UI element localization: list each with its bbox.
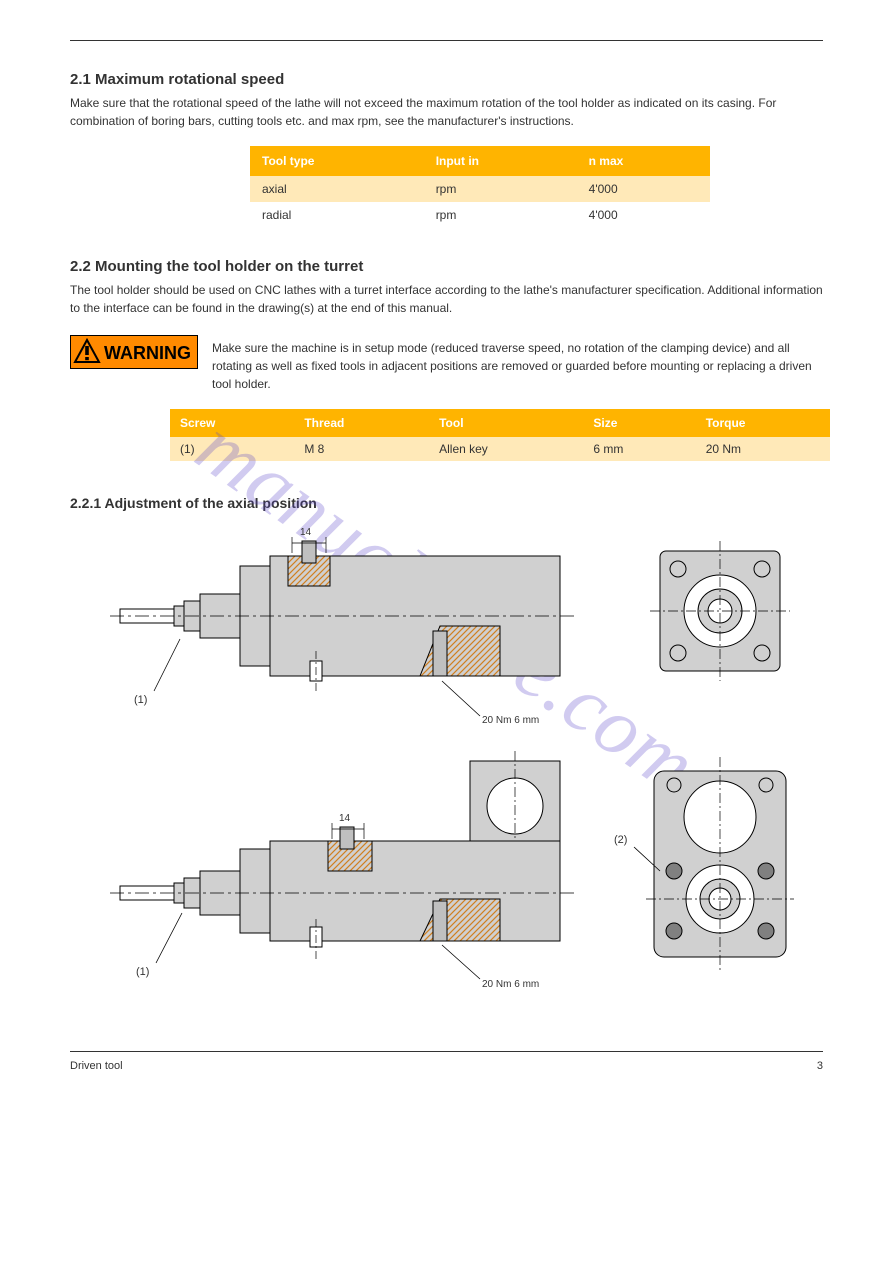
- section-2-2-1-title: 2.2.1 Adjustment of the axial position: [70, 495, 823, 511]
- cell: radial: [250, 202, 424, 228]
- callout-flange: (2): [614, 834, 627, 846]
- callout-torque: 20 Nm 6 mm: [482, 715, 539, 726]
- col-input-in: Input in: [424, 146, 577, 176]
- table-row: (1) M 8 Allen key 6 mm 20 Nm: [170, 437, 830, 461]
- section-2-2-body: The tool holder should be used on CNC la…: [70, 281, 823, 317]
- col-n-max: n max: [577, 146, 710, 176]
- col-tool: Tool: [429, 409, 583, 437]
- warning-icon: WARNING: [70, 335, 198, 369]
- table-row: radial rpm 4'000: [250, 202, 710, 228]
- top-rule: [70, 40, 823, 41]
- col-screw: Screw: [170, 409, 294, 437]
- tool-holder-drawing: 14 (1) 20 Nm 6 mm: [70, 521, 820, 1031]
- cell: (1): [170, 437, 294, 461]
- cell: 6 mm: [583, 437, 695, 461]
- warning-row: WARNING Make sure the machine is in setu…: [70, 335, 823, 393]
- max-speed-table: Tool type Input in n max axial rpm 4'000…: [250, 146, 710, 228]
- callout-torque: 20 Nm 6 mm: [482, 979, 539, 990]
- table-header-row: Tool type Input in n max: [250, 146, 710, 176]
- footer-right: 3: [817, 1060, 823, 1072]
- footer: Driven tool 3: [70, 1060, 823, 1072]
- cell: 4'000: [577, 176, 710, 202]
- col-tool-type: Tool type: [250, 146, 424, 176]
- cell: 4'000: [577, 202, 710, 228]
- callout-screw: (1): [136, 966, 149, 978]
- callout-screw: (1): [134, 694, 147, 706]
- section-2-1-body: Make sure that the rotational speed of t…: [70, 94, 823, 130]
- cell: rpm: [424, 176, 577, 202]
- col-torque: Torque: [696, 409, 830, 437]
- page: manualshive.com 2.1 Maximum rotational s…: [0, 0, 893, 1263]
- figure-block: 14 (1) 20 Nm 6 mm: [70, 521, 823, 1031]
- bottom-rule: [70, 1051, 823, 1052]
- section-2-2-title: 2.2 Mounting the tool holder on the turr…: [70, 258, 823, 275]
- warning-text-label: WARNING: [104, 343, 191, 363]
- dim-label: 14: [300, 527, 312, 538]
- table-header-row: Screw Thread Tool Size Torque: [170, 409, 830, 437]
- col-thread: Thread: [294, 409, 429, 437]
- col-size: Size: [583, 409, 695, 437]
- screw-table: Screw Thread Tool Size Torque (1) M 8 Al…: [170, 409, 830, 461]
- cell: 20 Nm: [696, 437, 830, 461]
- cell: Allen key: [429, 437, 583, 461]
- table-row: axial rpm 4'000: [250, 176, 710, 202]
- footer-left: Driven tool: [70, 1060, 123, 1072]
- section-2-1-title: 2.1 Maximum rotational speed: [70, 71, 823, 88]
- warning-label: WARNING: [70, 335, 198, 369]
- cell: rpm: [424, 202, 577, 228]
- dim-label: 14: [339, 813, 351, 824]
- cell: axial: [250, 176, 424, 202]
- cell: M 8: [294, 437, 429, 461]
- warning-body: Make sure the machine is in setup mode (…: [212, 335, 823, 393]
